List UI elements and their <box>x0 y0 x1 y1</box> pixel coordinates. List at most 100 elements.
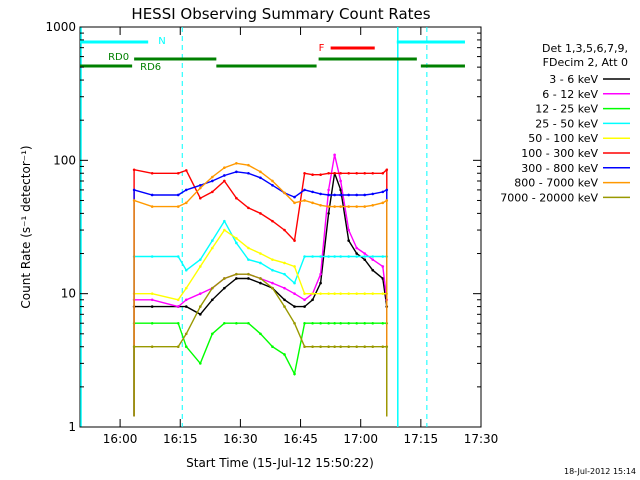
data-point <box>363 292 367 295</box>
flare-label: F <box>319 43 325 54</box>
data-point <box>184 188 188 192</box>
data-point <box>293 201 296 205</box>
data-point <box>271 268 274 272</box>
night-label: N <box>158 36 165 47</box>
legend-label: 50 - 100 keV <box>528 132 598 145</box>
data-point <box>319 203 322 207</box>
data-point <box>327 188 330 192</box>
data-point <box>247 246 250 250</box>
data-point <box>319 173 322 177</box>
data-point <box>385 345 389 349</box>
data-point <box>271 179 274 183</box>
data-point <box>371 192 375 196</box>
legend-label: 300 - 800 keV <box>521 162 598 175</box>
data-point <box>259 170 262 174</box>
data-point <box>293 292 296 295</box>
data-point <box>199 186 202 190</box>
data-point <box>319 192 322 196</box>
data-point <box>327 193 330 197</box>
data-point <box>271 345 274 349</box>
data-point <box>235 170 238 174</box>
data-point <box>347 321 350 325</box>
data-point <box>293 265 296 268</box>
plot-frame <box>79 26 482 428</box>
data-point <box>184 268 188 272</box>
rd6-label: RD6 <box>140 62 161 73</box>
data-point <box>347 171 350 175</box>
x-axis-label: Start Time (15-Jul-12 15:50:22) <box>186 456 374 470</box>
data-point <box>184 286 188 290</box>
legend: Det 1,3,5,6,7,9, FDecim 2, Att 0 3 - 6 k… <box>500 42 630 204</box>
data-point <box>381 265 385 268</box>
data-point <box>371 255 375 258</box>
data-point <box>303 305 306 308</box>
data-point <box>223 286 226 290</box>
data-point <box>150 292 154 295</box>
data-point <box>355 246 358 250</box>
data-point <box>381 171 385 175</box>
data-point <box>327 321 330 325</box>
data-point <box>355 252 358 255</box>
legend-label: 800 - 7000 keV <box>514 177 598 190</box>
data-point <box>371 321 375 325</box>
data-point <box>303 188 306 192</box>
data-point <box>211 332 214 336</box>
data-point <box>327 255 330 258</box>
data-point <box>211 298 214 302</box>
legend-label: 7000 - 20000 keV <box>500 191 598 204</box>
data-point <box>355 205 358 208</box>
data-point <box>327 292 330 295</box>
data-point <box>347 239 350 242</box>
x-tick-label: 16:30 <box>223 432 258 446</box>
data-point <box>385 168 389 172</box>
data-point <box>293 239 296 242</box>
data-point <box>381 321 385 325</box>
data-point <box>347 228 350 232</box>
data-point <box>303 321 306 325</box>
data-point <box>327 205 330 208</box>
data-point <box>327 345 330 349</box>
data-point <box>176 321 180 325</box>
data-point <box>293 372 296 376</box>
data-point <box>293 321 296 325</box>
data-point <box>235 196 238 200</box>
data-point <box>385 188 389 192</box>
y-tick-label: 10 <box>61 287 76 301</box>
data-point <box>339 205 342 208</box>
series-layer <box>132 153 389 417</box>
data-point <box>339 188 342 192</box>
data-point <box>303 298 306 302</box>
data-point <box>176 298 180 302</box>
y-tick-label: 1000 <box>45 20 76 34</box>
x-tick-label: 16:00 <box>103 432 138 446</box>
axis-ticks: 16:00 16:15 16:30 16:45 17:00 17:15 17:30 1 10 10… <box>45 20 498 446</box>
data-point <box>199 313 202 316</box>
data-point <box>339 321 342 325</box>
data-point <box>333 292 336 295</box>
data-point <box>371 171 375 175</box>
data-point <box>199 362 202 365</box>
data-point <box>333 205 336 208</box>
data-point <box>303 255 306 258</box>
data-point <box>235 321 238 325</box>
data-point <box>176 171 180 175</box>
data-point <box>303 345 306 349</box>
data-point <box>211 190 214 194</box>
data-point <box>271 258 274 261</box>
data-point <box>355 321 358 325</box>
data-point <box>363 171 367 175</box>
data-point <box>381 201 385 205</box>
data-point <box>371 258 375 261</box>
data-point <box>347 205 350 208</box>
x-tick-label: 17:00 <box>343 432 378 446</box>
data-point <box>247 163 250 167</box>
chart-title: HESSI Observing Summary Count Rates <box>131 5 430 23</box>
data-point <box>311 345 314 349</box>
data-point <box>363 258 367 261</box>
data-point <box>184 169 188 172</box>
data-point <box>347 345 350 349</box>
data-point <box>371 345 375 349</box>
data-point <box>150 345 154 349</box>
date-stamp: 18-Jul-2012 15:14 <box>564 467 636 476</box>
data-point <box>363 205 367 208</box>
